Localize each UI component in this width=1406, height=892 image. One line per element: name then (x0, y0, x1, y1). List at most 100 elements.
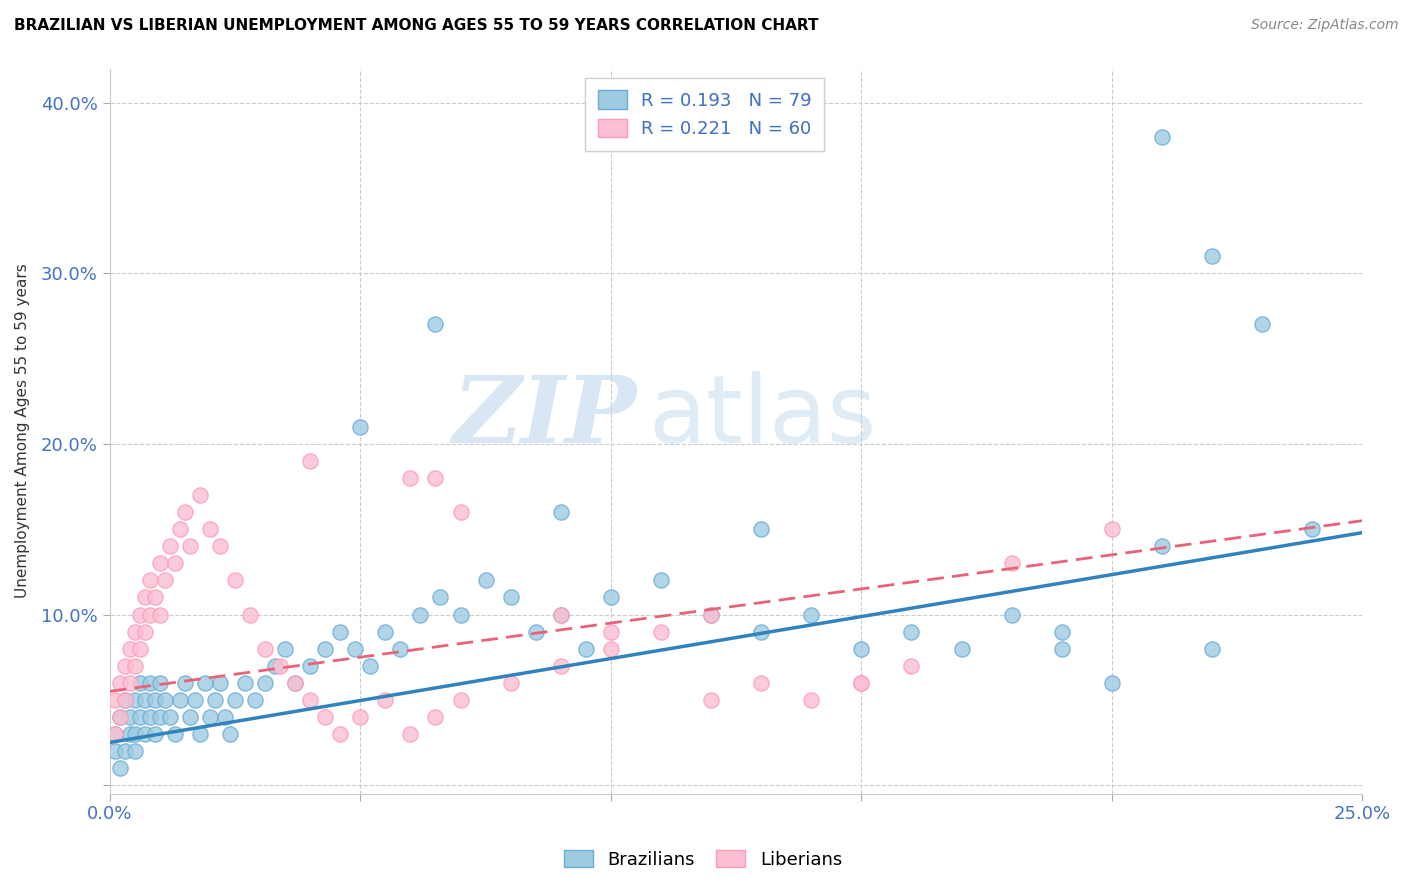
Point (314, 710, 336, 724)
Point (128, 675, 150, 690)
Point (194, 675, 217, 690)
Point (208, 539, 231, 553)
Point (575, 641, 598, 656)
Point (254, 675, 277, 690)
Point (124, 658, 146, 673)
Point (198, 522, 221, 536)
Point (1201, 249, 1223, 263)
Point (389, 641, 412, 656)
Point (524, 624, 547, 639)
Point (243, 693, 266, 707)
Text: Source: ZipAtlas.com: Source: ZipAtlas.com (1251, 18, 1399, 32)
Point (204, 693, 226, 707)
Point (299, 693, 322, 707)
Point (399, 727, 422, 741)
Point (650, 574, 672, 588)
Point (1301, 522, 1323, 536)
Point (139, 607, 162, 622)
Point (429, 591, 451, 605)
Point (374, 624, 396, 639)
Point (134, 624, 156, 639)
Point (499, 591, 522, 605)
Point (749, 675, 772, 690)
Point (284, 675, 307, 690)
Point (219, 727, 242, 741)
Legend: R = 0.193   N = 79, R = 0.221   N = 60: R = 0.193 N = 79, R = 0.221 N = 60 (585, 78, 824, 151)
Point (208, 675, 231, 690)
Point (950, 641, 973, 656)
Point (153, 574, 176, 588)
Point (1201, 641, 1223, 656)
Point (425, 318, 447, 332)
Point (233, 675, 256, 690)
Point (450, 505, 472, 519)
Point (108, 710, 131, 724)
Point (174, 505, 197, 519)
Point (550, 658, 572, 673)
Text: ZIP: ZIP (451, 372, 636, 461)
Point (900, 658, 922, 673)
Point (1050, 641, 1073, 656)
Point (900, 624, 922, 639)
Point (425, 471, 447, 485)
Point (198, 710, 221, 724)
Point (749, 522, 772, 536)
Point (299, 658, 322, 673)
Point (114, 658, 136, 673)
Point (450, 607, 472, 622)
Point (139, 675, 162, 690)
Point (114, 693, 136, 707)
Point (104, 693, 127, 707)
Point (700, 607, 723, 622)
Point (169, 693, 191, 707)
Point (188, 727, 211, 741)
Point (299, 454, 322, 468)
Point (214, 710, 236, 724)
Point (269, 658, 291, 673)
Point (1251, 318, 1274, 332)
Point (399, 471, 422, 485)
Point (700, 693, 723, 707)
Point (224, 693, 246, 707)
Point (108, 710, 131, 724)
Point (851, 675, 873, 690)
Point (499, 675, 522, 690)
Point (108, 675, 131, 690)
Point (374, 693, 396, 707)
Point (254, 641, 277, 656)
Point (143, 727, 166, 741)
Point (134, 591, 156, 605)
Point (800, 607, 823, 622)
Point (599, 624, 621, 639)
Point (650, 624, 672, 639)
Point (149, 675, 172, 690)
Point (188, 488, 211, 502)
Text: BRAZILIAN VS LIBERIAN UNEMPLOYMENT AMONG AGES 55 TO 59 YEARS CORRELATION CHART: BRAZILIAN VS LIBERIAN UNEMPLOYMENT AMONG… (14, 18, 818, 33)
Point (159, 710, 181, 724)
Point (550, 607, 572, 622)
Point (114, 744, 136, 758)
Point (284, 675, 307, 690)
Point (139, 710, 162, 724)
Point (114, 693, 136, 707)
Point (550, 505, 572, 519)
Point (159, 539, 181, 553)
Point (179, 710, 201, 724)
Point (149, 607, 172, 622)
Point (104, 727, 127, 741)
Point (359, 658, 381, 673)
Point (409, 607, 432, 622)
Text: atlas: atlas (648, 370, 877, 463)
Point (1101, 675, 1123, 690)
Point (329, 624, 352, 639)
Point (118, 727, 141, 741)
Point (264, 658, 287, 673)
Point (143, 591, 166, 605)
Point (139, 574, 162, 588)
Point (124, 744, 146, 758)
Point (179, 539, 201, 553)
Point (149, 557, 172, 571)
Point (1001, 557, 1024, 571)
Point (104, 727, 127, 741)
Point (108, 761, 131, 775)
